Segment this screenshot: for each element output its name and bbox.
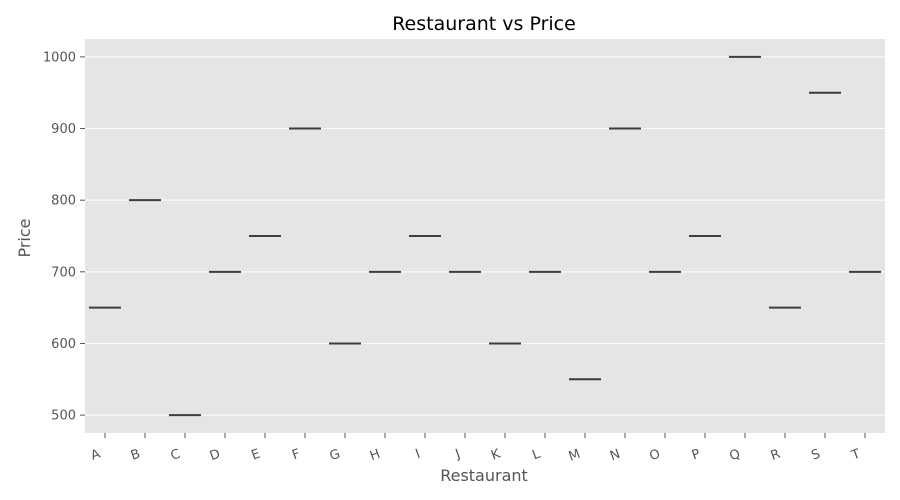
- x-tick-label: Q: [728, 447, 743, 465]
- x-tick-label: G: [328, 447, 343, 465]
- y-tick-label: 800: [51, 194, 76, 209]
- y-tick-label: 1000: [43, 50, 76, 65]
- x-tick-label: F: [290, 447, 302, 464]
- x-axis: A B C D E F G H I J K L M N O P Q R S T: [89, 433, 866, 465]
- y-tick-label: 700: [51, 265, 76, 280]
- y-axis: 500 600 700 800 900 1000: [43, 50, 85, 424]
- x-tick-label: B: [129, 447, 143, 464]
- x-tick-label: K: [489, 447, 503, 464]
- x-tick-label: L: [530, 446, 543, 463]
- x-tick-label: D: [208, 447, 223, 465]
- x-tick-label: T: [849, 447, 863, 464]
- x-tick-label: R: [769, 447, 783, 464]
- x-tick-label: A: [89, 447, 103, 464]
- y-tick-label: 500: [51, 409, 76, 424]
- x-axis-label: Restaurant: [440, 466, 528, 485]
- x-tick-label: H: [368, 447, 382, 464]
- y-tick-label: 900: [51, 122, 76, 137]
- x-tick-label: S: [809, 447, 822, 464]
- y-axis-label: Price: [15, 218, 34, 257]
- x-tick-label: P: [690, 447, 703, 464]
- marks-layer: [89, 55, 881, 417]
- plot-area: [85, 39, 885, 433]
- x-tick-label: M: [567, 447, 583, 465]
- x-tick-label: I: [414, 447, 423, 462]
- chart-title: Restaurant vs Price: [392, 13, 576, 35]
- x-tick-label: E: [250, 447, 263, 464]
- x-tick-label: O: [648, 447, 663, 465]
- x-tick-label: C: [169, 447, 183, 464]
- y-tick-label: 600: [51, 337, 76, 352]
- x-tick-label: N: [608, 447, 622, 464]
- x-tick-label: J: [453, 447, 463, 463]
